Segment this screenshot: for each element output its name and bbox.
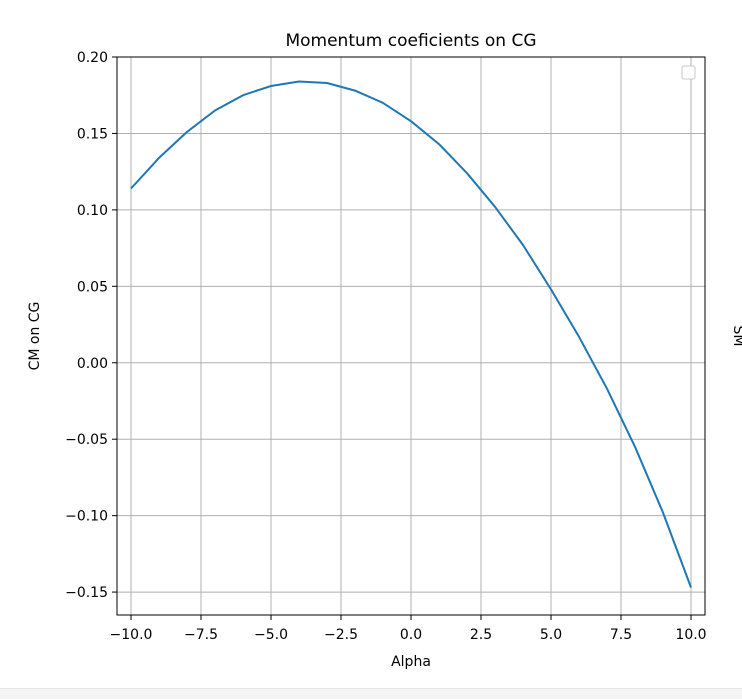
x-tick-label: 0.0 (400, 627, 422, 643)
y-tick-label: −0.05 (65, 432, 108, 448)
x-tick-label: −7.5 (184, 627, 218, 643)
y-tick-label: 0.05 (77, 279, 108, 295)
y-axis-label: CM on CG (27, 302, 43, 371)
x-tick-label: 7.5 (610, 627, 632, 643)
y-tick-label: 0.20 (77, 50, 108, 66)
x-tick-label: −5.0 (254, 627, 288, 643)
legend-box (681, 65, 696, 80)
series-layer (130, 80, 692, 588)
side-panel-ylabel: SM (730, 326, 742, 347)
chart-title: Momentum coeficients on CG (285, 31, 536, 51)
grid (117, 56, 705, 615)
x-ticks: −10.0 −7.5 −5.0 −2.5 0.0 2.5 5.0 7.5 10.0 (110, 615, 707, 643)
y-ticks: 0.20 0.15 0.10 0.05 0.00 −0.05 −0.10 −0.15 (65, 50, 117, 601)
y-tick-label: 0.10 (77, 203, 108, 219)
y-tick-label: −0.10 (65, 509, 108, 525)
x-axis-label: Alpha (391, 654, 431, 670)
y-tick-label: 0.15 (77, 126, 108, 142)
x-tick-label: 10.0 (675, 627, 706, 643)
x-tick-label: 5.0 (540, 627, 562, 643)
output-bottom-bar (0, 688, 742, 699)
x-tick-label: 2.5 (470, 627, 492, 643)
y-tick-label: −0.15 (65, 585, 108, 601)
x-tick-label: −10.0 (110, 627, 153, 643)
y-tick-label: 0.00 (77, 356, 108, 372)
series-line (130, 80, 692, 588)
x-tick-label: −2.5 (324, 627, 358, 643)
